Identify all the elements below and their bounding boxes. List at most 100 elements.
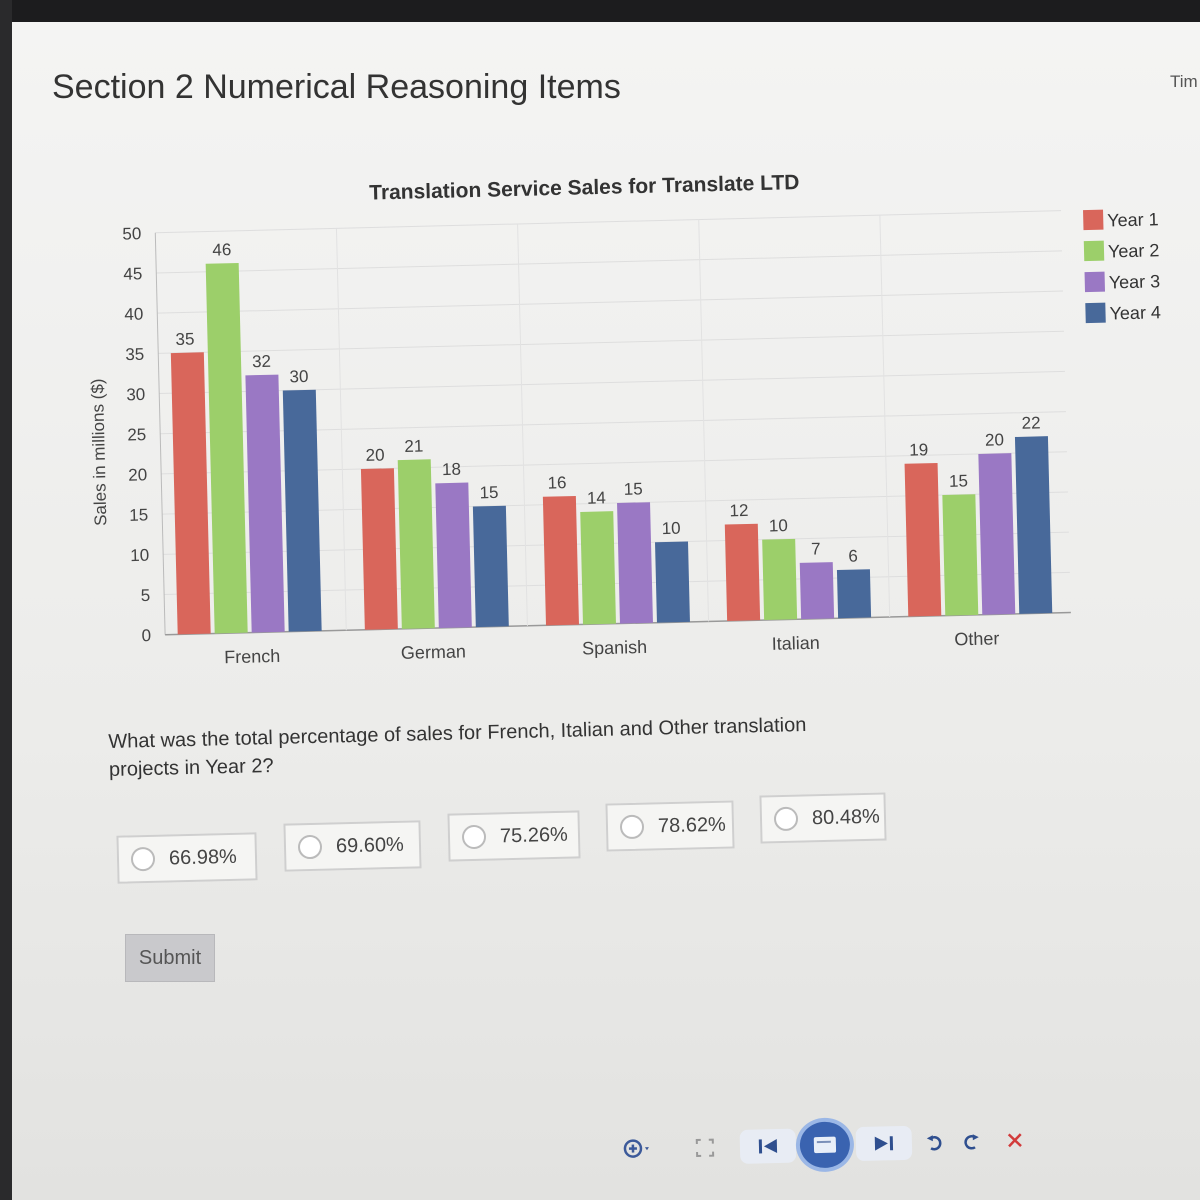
- y-tick-label: 0: [141, 626, 151, 645]
- y-tick-label: 30: [126, 385, 145, 404]
- answer-choice-5[interactable]: 80.48%: [759, 792, 887, 844]
- bar-other-year-3: [978, 453, 1016, 615]
- bar-french-year-3: [245, 374, 285, 633]
- bar-italian-year-4: [836, 569, 872, 619]
- bar-spanish-year-1: [542, 495, 579, 626]
- data-label: 15: [479, 483, 498, 502]
- bar-italian-year-1: [724, 523, 761, 621]
- y-tick-label: 35: [125, 345, 144, 364]
- legend-swatch: [1084, 271, 1106, 293]
- legend-label: Year 2: [1108, 240, 1160, 261]
- y-tick-label: 10: [130, 546, 149, 565]
- monitor-bezel-top: [0, 0, 1200, 22]
- y-tick-label: 15: [129, 505, 148, 524]
- data-label: 7: [811, 539, 821, 558]
- y-axis-label: Sales in millions ($): [88, 378, 111, 526]
- data-label: 10: [769, 516, 788, 535]
- previous-icon[interactable]: [739, 1128, 797, 1164]
- y-tick-label: 45: [123, 264, 142, 283]
- gridline: [157, 290, 1063, 314]
- presentation-toolbar: [589, 1112, 1050, 1183]
- legend-swatch: [1085, 302, 1106, 324]
- bar-other-year-2: [942, 494, 979, 616]
- y-axis: [154, 232, 166, 635]
- bar-chart: Translation Service Sales for Translate …: [88, 171, 1161, 667]
- y-tick-label: 20: [128, 465, 147, 484]
- undo-icon[interactable]: [919, 1125, 950, 1160]
- page-title: Section 2 Numerical Reasoning Items: [52, 68, 621, 106]
- answer-choice-3[interactable]: 75.26%: [447, 810, 581, 862]
- radio-button[interactable]: [773, 806, 799, 832]
- legend-label: Year 3: [1109, 271, 1161, 292]
- data-label: 14: [587, 488, 606, 507]
- fullscreen-icon[interactable]: [690, 1130, 721, 1165]
- gridline: [158, 330, 1064, 354]
- x-tick-label: Spanish: [582, 637, 648, 659]
- x-tick-label: German: [401, 641, 467, 663]
- bar-spanish-year-3: [617, 502, 653, 624]
- data-label: 15: [624, 479, 643, 498]
- data-label: 35: [175, 329, 194, 348]
- y-tick-label: 50: [122, 224, 141, 243]
- data-label: 22: [1021, 413, 1040, 432]
- answer-label: 66.98%: [168, 845, 238, 869]
- close-icon[interactable]: [999, 1123, 1030, 1158]
- data-label: 46: [212, 240, 231, 259]
- bar-french-year-4: [282, 389, 322, 632]
- submit-button[interactable]: Submit: [125, 934, 215, 982]
- bar-german-year-2: [397, 459, 435, 629]
- gridline: [155, 210, 1062, 234]
- chart-title: Translation Service Sales for Translate …: [369, 171, 800, 205]
- legend-swatch: [1083, 209, 1104, 231]
- bar-french-year-2: [205, 262, 248, 634]
- bar-other-year-4: [1014, 436, 1053, 614]
- next-icon[interactable]: [855, 1125, 913, 1162]
- data-label: 15: [949, 471, 968, 490]
- data-label: 21: [404, 436, 423, 455]
- bar-german-year-3: [435, 482, 472, 628]
- data-label: 30: [289, 367, 308, 386]
- x-tick-label: Other: [954, 628, 1000, 649]
- bar-italian-year-2: [762, 538, 798, 621]
- answer-label: 78.62%: [657, 813, 727, 837]
- answer-choice-2[interactable]: 69.60%: [283, 820, 422, 872]
- answer-choice-1[interactable]: 66.98%: [116, 832, 258, 884]
- data-label: 12: [729, 501, 748, 520]
- data-label: 6: [848, 547, 858, 566]
- bar-german-year-1: [360, 468, 398, 630]
- y-tick-label: 25: [127, 425, 146, 444]
- legend-label: Year 4: [1109, 302, 1161, 323]
- radio-button[interactable]: [130, 846, 156, 872]
- radio-button[interactable]: [619, 814, 645, 840]
- x-tick-label: French: [224, 646, 281, 667]
- gridline: [698, 219, 710, 622]
- bar-german-year-4: [472, 505, 509, 628]
- gridline: [517, 223, 528, 626]
- answer-label: 69.60%: [335, 833, 405, 857]
- data-label: 32: [252, 352, 271, 371]
- bar-spanish-year-2: [580, 511, 616, 625]
- radio-button[interactable]: [461, 824, 487, 850]
- data-label: 16: [547, 473, 566, 492]
- legend-label: Year 1: [1107, 209, 1159, 230]
- y-tick-label: 40: [124, 305, 143, 324]
- y-tick-label: 5: [140, 586, 150, 605]
- redo-icon[interactable]: [955, 1124, 986, 1159]
- monitor-bezel-left: [0, 0, 12, 1200]
- gridline: [335, 228, 347, 631]
- answer-choice-4[interactable]: 78.62%: [605, 800, 735, 852]
- data-label: 20: [985, 430, 1004, 449]
- radio-button[interactable]: [297, 834, 323, 860]
- bar-italian-year-3: [799, 562, 835, 620]
- data-label: 18: [442, 460, 461, 479]
- gridline: [156, 250, 1063, 274]
- timer-label: Tim: [1170, 72, 1198, 91]
- zoom-in-icon[interactable]: [618, 1132, 659, 1167]
- answer-label: 80.48%: [811, 805, 881, 829]
- bar-spanish-year-4: [655, 541, 690, 623]
- answer-label: 75.26%: [499, 823, 569, 847]
- data-label: 10: [661, 519, 680, 538]
- slide-icon[interactable]: [799, 1121, 851, 1169]
- legend-swatch: [1083, 240, 1105, 262]
- bar-other-year-1: [904, 463, 942, 617]
